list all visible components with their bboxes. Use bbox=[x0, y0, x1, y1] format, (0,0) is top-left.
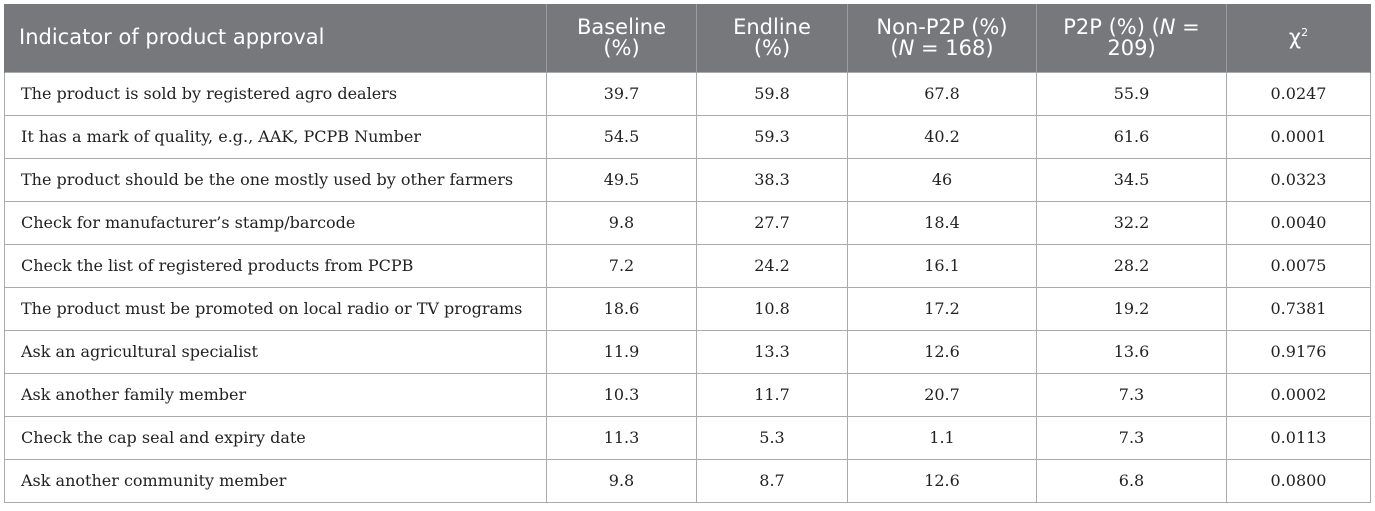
cell-non-p2p: 12.6 bbox=[847, 329, 1037, 374]
cell-p2p: 32.2 bbox=[1036, 200, 1227, 245]
cell-endline: 27.7 bbox=[696, 200, 848, 245]
cell-p2p: 28.2 bbox=[1036, 243, 1227, 288]
cell-chi-square: 0.0075 bbox=[1226, 243, 1371, 288]
cell-endline: 5.3 bbox=[696, 415, 848, 460]
cell-baseline: 18.6 bbox=[546, 286, 697, 331]
header-indicator: Indicator of product approval bbox=[4, 4, 547, 72]
header-row: Indicator of product approval Baseline (%… bbox=[4, 4, 1371, 72]
cell-indicator: The product is sold by registered agro d… bbox=[4, 71, 547, 116]
cell-non-p2p: 20.7 bbox=[847, 372, 1037, 417]
table-row: Ask another family member 10.3 11.7 20.7 7.3… bbox=[4, 372, 1371, 417]
cell-p2p: 19.2 bbox=[1036, 286, 1227, 331]
cell-indicator: It has a mark of quality, e.g., AAK, PCP… bbox=[4, 114, 547, 159]
cell-endline: 59.8 bbox=[696, 71, 848, 116]
header-chi-square: χ2 bbox=[1226, 4, 1371, 72]
cell-chi-square: 0.0323 bbox=[1226, 157, 1371, 202]
cell-indicator: Check for manufacturer’s stamp/barcode bbox=[4, 200, 547, 245]
product-approval-table-container: Indicator of product approval Baseline (%… bbox=[4, 4, 1371, 503]
cell-baseline: 11.3 bbox=[546, 415, 697, 460]
cell-indicator: The product should be the one mostly use… bbox=[4, 157, 547, 202]
cell-non-p2p: 67.8 bbox=[847, 71, 1037, 116]
cell-p2p: 7.3 bbox=[1036, 372, 1227, 417]
table-header: Indicator of product approval Baseline (%… bbox=[4, 4, 1371, 72]
table-row: Check the cap seal and expiry date 11.3 5.… bbox=[4, 415, 1371, 460]
cell-baseline: 11.9 bbox=[546, 329, 697, 374]
cell-indicator: Check the list of registered products fr… bbox=[4, 243, 547, 288]
table-row: Ask another community member 9.8 8.7 12.6 6.… bbox=[4, 458, 1371, 503]
cell-chi-square: 0.0247 bbox=[1226, 71, 1371, 116]
cell-chi-square: 0.0040 bbox=[1226, 200, 1371, 245]
cell-p2p: 6.8 bbox=[1036, 458, 1227, 503]
header-p2p: P2P (%) (N = 209) bbox=[1036, 4, 1227, 72]
cell-chi-square: 0.0002 bbox=[1226, 372, 1371, 417]
cell-chi-square: 0.7381 bbox=[1226, 286, 1371, 331]
cell-endline: 8.7 bbox=[696, 458, 848, 503]
cell-baseline: 9.8 bbox=[546, 458, 697, 503]
cell-non-p2p: 1.1 bbox=[847, 415, 1037, 460]
cell-baseline: 7.2 bbox=[546, 243, 697, 288]
table-row: Check the list of registered products fr… bbox=[4, 243, 1371, 288]
product-approval-table: Indicator of product approval Baseline (%… bbox=[4, 4, 1371, 503]
cell-p2p: 7.3 bbox=[1036, 415, 1227, 460]
cell-non-p2p: 46 bbox=[847, 157, 1037, 202]
cell-p2p: 34.5 bbox=[1036, 157, 1227, 202]
cell-indicator: Check the cap seal and expiry date bbox=[4, 415, 547, 460]
table-body: The product is sold by registered agro d… bbox=[4, 71, 1371, 503]
cell-non-p2p: 12.6 bbox=[847, 458, 1037, 503]
cell-chi-square: 0.9176 bbox=[1226, 329, 1371, 374]
cell-baseline: 39.7 bbox=[546, 71, 697, 116]
cell-non-p2p: 17.2 bbox=[847, 286, 1037, 331]
table-row: The product must be promoted on local ra… bbox=[4, 286, 1371, 331]
cell-baseline: 10.3 bbox=[546, 372, 697, 417]
cell-endline: 13.3 bbox=[696, 329, 848, 374]
table-row: It has a mark of quality, e.g., AAK, PCP… bbox=[4, 114, 1371, 159]
cell-non-p2p: 18.4 bbox=[847, 200, 1037, 245]
cell-indicator: Ask another community member bbox=[4, 458, 547, 503]
header-baseline: Baseline (%) bbox=[546, 4, 697, 72]
cell-indicator: Ask an agricultural specialist bbox=[4, 329, 547, 374]
cell-baseline: 9.8 bbox=[546, 200, 697, 245]
table-row: The product is sold by registered agro d… bbox=[4, 71, 1371, 116]
cell-baseline: 54.5 bbox=[546, 114, 697, 159]
cell-chi-square: 0.0001 bbox=[1226, 114, 1371, 159]
cell-chi-square: 0.0113 bbox=[1226, 415, 1371, 460]
cell-endline: 38.3 bbox=[696, 157, 848, 202]
cell-endline: 59.3 bbox=[696, 114, 848, 159]
cell-endline: 11.7 bbox=[696, 372, 848, 417]
cell-p2p: 13.6 bbox=[1036, 329, 1227, 374]
cell-endline: 10.8 bbox=[696, 286, 848, 331]
cell-non-p2p: 40.2 bbox=[847, 114, 1037, 159]
cell-baseline: 49.5 bbox=[546, 157, 697, 202]
table-row: Check for manufacturer’s stamp/barcode 9.… bbox=[4, 200, 1371, 245]
cell-non-p2p: 16.1 bbox=[847, 243, 1037, 288]
cell-indicator: Ask another family member bbox=[4, 372, 547, 417]
header-endline: Endline (%) bbox=[696, 4, 848, 72]
cell-p2p: 61.6 bbox=[1036, 114, 1227, 159]
table-row: The product should be the one mostly use… bbox=[4, 157, 1371, 202]
cell-indicator: The product must be promoted on local ra… bbox=[4, 286, 547, 331]
cell-endline: 24.2 bbox=[696, 243, 848, 288]
cell-p2p: 55.9 bbox=[1036, 71, 1227, 116]
header-non-p2p: Non-P2P (%) (N = 168) bbox=[847, 4, 1037, 72]
cell-chi-square: 0.0800 bbox=[1226, 458, 1371, 503]
table-row: Ask an agricultural specialist 11.9 13.3 12… bbox=[4, 329, 1371, 374]
